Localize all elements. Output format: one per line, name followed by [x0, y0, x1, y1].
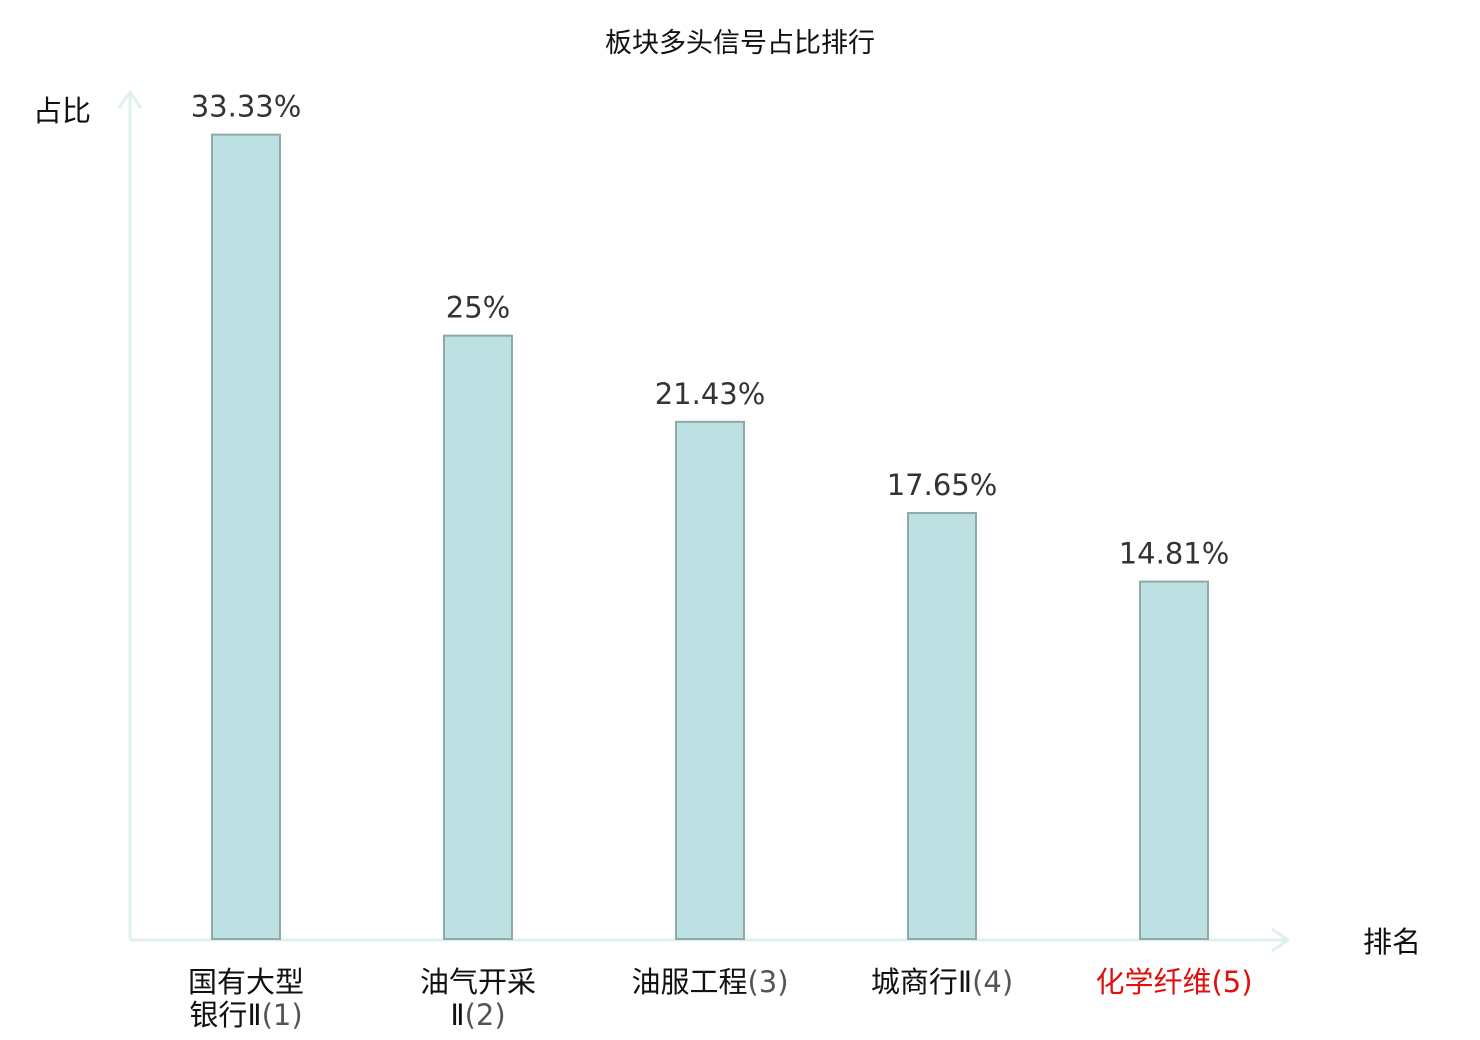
category-label-4-line-1: 城商行Ⅱ(4)	[871, 965, 1013, 999]
value-labels-group: 33.33% 25% 21.43% 17.65% 14.81%	[191, 90, 1230, 571]
category-rank: (2)	[465, 998, 506, 1032]
bar-4	[907, 512, 977, 940]
category-rank: (3)	[747, 965, 788, 999]
category-rank: (4)	[972, 965, 1013, 999]
bar-1	[211, 133, 281, 940]
bar-2	[443, 334, 513, 940]
y-axis-label: 占比	[33, 94, 91, 128]
value-label-5: 14.81%	[1119, 537, 1230, 571]
category-name-part: 油气开采	[420, 965, 536, 999]
category-label-2-line-2: Ⅱ(2)	[450, 998, 505, 1032]
category-rank: (5)	[1211, 965, 1252, 999]
category-label-5-line-1: 化学纤维(5)	[1095, 965, 1252, 999]
value-label-1: 33.33%	[191, 90, 302, 124]
y-axis	[117, 89, 143, 940]
chart-title: 板块多头信号占比排行	[605, 28, 875, 59]
category-name-part: 银行Ⅱ	[189, 998, 261, 1032]
category-rank: (1)	[262, 998, 303, 1032]
category-name-part: 化学纤维	[1095, 965, 1211, 999]
category-name-part: 国有大型	[188, 965, 304, 999]
category-name-part: Ⅱ	[450, 998, 464, 1032]
category-name-part: 油服工程	[631, 965, 747, 999]
bar-5	[1139, 580, 1209, 941]
bar-3	[675, 420, 745, 940]
category-label-3-line-1: 油服工程(3)	[631, 965, 788, 999]
bars-group	[211, 133, 1209, 941]
value-label-3: 21.43%	[655, 377, 766, 411]
x-axis-label: 排名	[1363, 925, 1421, 959]
category-label-1-line-2: 银行Ⅱ(1)	[189, 998, 302, 1032]
category-name-part: 城商行Ⅱ	[871, 965, 972, 999]
value-label-2: 25%	[446, 291, 510, 325]
category-label-1-line-1: 国有大型	[188, 965, 304, 999]
value-label-4: 17.65%	[887, 468, 998, 502]
category-label-2-line-1: 油气开采	[420, 965, 536, 999]
